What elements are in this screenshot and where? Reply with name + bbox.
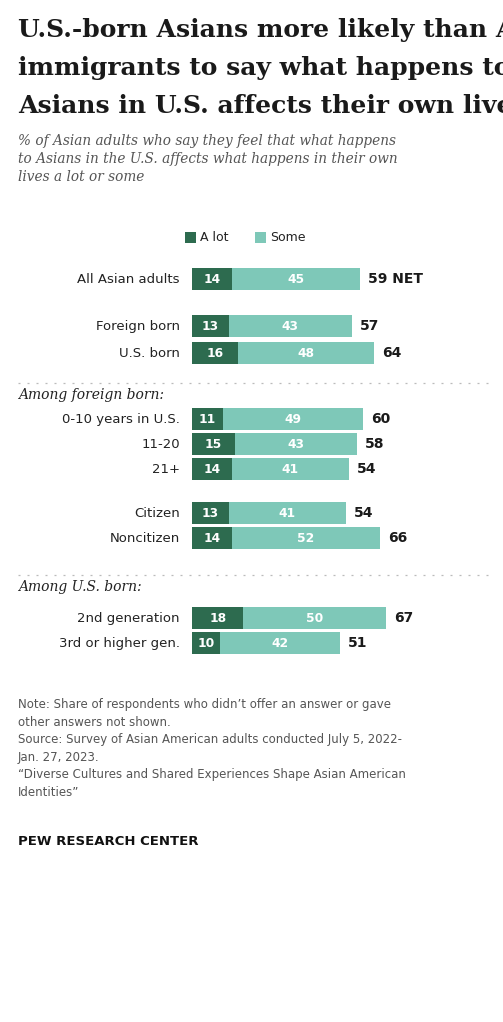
Text: 54: 54 bbox=[354, 506, 373, 520]
Text: 15: 15 bbox=[205, 437, 222, 451]
FancyBboxPatch shape bbox=[237, 342, 374, 364]
Text: U.S. born: U.S. born bbox=[119, 346, 180, 360]
Text: Some: Some bbox=[270, 231, 305, 244]
Text: Note: Share of respondents who didn’t offer an answer or gave
other answers not : Note: Share of respondents who didn’t of… bbox=[18, 698, 406, 798]
FancyBboxPatch shape bbox=[192, 433, 235, 455]
Text: 14: 14 bbox=[203, 463, 220, 475]
Text: 54: 54 bbox=[357, 462, 376, 476]
Text: U.S.-born Asians more likely than Asian: U.S.-born Asians more likely than Asian bbox=[18, 18, 503, 42]
Text: Asians in U.S. affects their own lives: Asians in U.S. affects their own lives bbox=[18, 94, 503, 118]
Text: All Asian adults: All Asian adults bbox=[77, 273, 180, 285]
Text: 43: 43 bbox=[288, 437, 304, 451]
Text: 41: 41 bbox=[282, 463, 299, 475]
Text: 51: 51 bbox=[348, 636, 368, 650]
Text: 64: 64 bbox=[382, 346, 402, 360]
Text: 18: 18 bbox=[209, 611, 226, 624]
Text: 43: 43 bbox=[282, 320, 299, 332]
FancyBboxPatch shape bbox=[223, 408, 363, 430]
Text: 48: 48 bbox=[297, 346, 314, 360]
Text: 0-10 years in U.S.: 0-10 years in U.S. bbox=[62, 413, 180, 425]
Text: 49: 49 bbox=[285, 413, 302, 425]
FancyBboxPatch shape bbox=[192, 607, 243, 629]
FancyBboxPatch shape bbox=[229, 502, 346, 524]
FancyBboxPatch shape bbox=[192, 342, 237, 364]
Text: 67: 67 bbox=[394, 611, 413, 625]
FancyBboxPatch shape bbox=[192, 268, 232, 290]
FancyBboxPatch shape bbox=[229, 315, 352, 337]
FancyBboxPatch shape bbox=[220, 632, 340, 654]
Text: Noncitizen: Noncitizen bbox=[110, 531, 180, 545]
Text: 14: 14 bbox=[203, 273, 220, 285]
FancyBboxPatch shape bbox=[255, 232, 266, 243]
Text: 16: 16 bbox=[206, 346, 223, 360]
Text: Foreign born: Foreign born bbox=[96, 320, 180, 332]
FancyBboxPatch shape bbox=[232, 527, 380, 549]
Text: 57: 57 bbox=[360, 319, 379, 333]
Text: % of Asian adults who say they feel that what happens
to Asians in the U.S. affe: % of Asian adults who say they feel that… bbox=[18, 134, 398, 184]
Text: 13: 13 bbox=[202, 507, 219, 519]
FancyBboxPatch shape bbox=[192, 408, 223, 430]
Text: 10: 10 bbox=[198, 637, 215, 650]
FancyBboxPatch shape bbox=[185, 232, 196, 243]
Text: PEW RESEARCH CENTER: PEW RESEARCH CENTER bbox=[18, 835, 199, 848]
FancyBboxPatch shape bbox=[192, 632, 220, 654]
Text: 59 NET: 59 NET bbox=[368, 272, 423, 286]
FancyBboxPatch shape bbox=[192, 315, 229, 337]
Text: 45: 45 bbox=[287, 273, 305, 285]
Text: 60: 60 bbox=[371, 412, 390, 426]
Text: 58: 58 bbox=[365, 437, 385, 451]
FancyBboxPatch shape bbox=[192, 458, 232, 480]
Text: 14: 14 bbox=[203, 531, 220, 545]
Text: 52: 52 bbox=[297, 531, 314, 545]
Text: immigrants to say what happens to: immigrants to say what happens to bbox=[18, 56, 503, 80]
FancyBboxPatch shape bbox=[232, 458, 349, 480]
Text: 3rd or higher gen.: 3rd or higher gen. bbox=[59, 637, 180, 650]
FancyBboxPatch shape bbox=[243, 607, 386, 629]
Text: Citizen: Citizen bbox=[134, 507, 180, 519]
Text: 50: 50 bbox=[306, 611, 323, 624]
Text: 11: 11 bbox=[199, 413, 216, 425]
Text: 11-20: 11-20 bbox=[141, 437, 180, 451]
Text: Among U.S. born:: Among U.S. born: bbox=[18, 580, 142, 594]
FancyBboxPatch shape bbox=[232, 268, 360, 290]
FancyBboxPatch shape bbox=[192, 502, 229, 524]
Text: Among foreign born:: Among foreign born: bbox=[18, 388, 164, 402]
Text: 41: 41 bbox=[279, 507, 296, 519]
Text: A lot: A lot bbox=[200, 231, 228, 244]
Text: 66: 66 bbox=[388, 531, 407, 545]
FancyBboxPatch shape bbox=[192, 527, 232, 549]
FancyBboxPatch shape bbox=[235, 433, 357, 455]
Text: 13: 13 bbox=[202, 320, 219, 332]
Text: 42: 42 bbox=[272, 637, 289, 650]
Text: 21+: 21+ bbox=[152, 463, 180, 475]
Text: 2nd generation: 2nd generation bbox=[77, 611, 180, 624]
